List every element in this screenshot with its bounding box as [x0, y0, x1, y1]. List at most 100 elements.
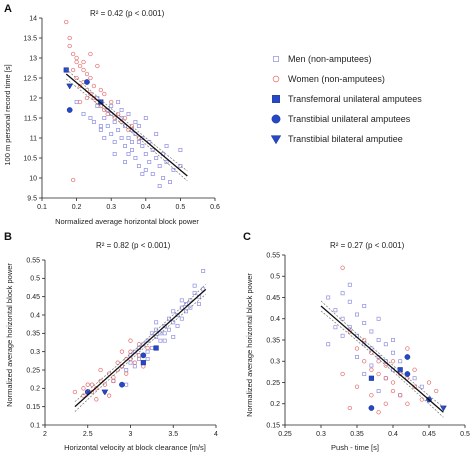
panel-b-point-square-open [154, 335, 159, 339]
panel-a-y-tick-label: 11 [30, 135, 37, 142]
panel-c-point-square-open [376, 389, 381, 393]
panel-b-point-square-open [149, 346, 154, 350]
legend-label: Women (non-amputees) [288, 74, 385, 84]
panel-a-point-square-open [112, 120, 117, 124]
panel-b-point-square-open [171, 335, 176, 339]
panel-b-point-circle-open [111, 375, 116, 380]
panel-a-y-tick-label: 10.5 [23, 155, 37, 162]
panel-c-point-square-open [355, 355, 359, 359]
panel-c-y-tick-label: 0.45 [266, 295, 280, 302]
panel-b-point-square-open [162, 331, 167, 336]
panel-c-point-circle-open [376, 410, 381, 415]
panel-a-point-circle-open [74, 75, 79, 81]
panel-a-point-square-open [161, 176, 166, 180]
panel-c-point-circle-open [383, 401, 388, 406]
panel-b-x-tick-label: 2.5 [83, 431, 93, 438]
panel-a-y-tick-label: 14 [29, 15, 37, 22]
panel-c-point-circle-open [362, 359, 367, 364]
panel-a-plot: 0.1 0.2 0.3 0.4 0.5 0.6 9.5 10 10.5 11 11.5 12 12.5 1… [23, 15, 220, 211]
panel-a-point-square-open [136, 124, 141, 128]
panel-c-point-square-open [398, 359, 403, 364]
panel-b-point-square-open [158, 331, 163, 336]
panel-a-point-square-open [178, 148, 183, 152]
panel-a-point-square-open [123, 144, 127, 148]
panel-b-point-square-open [171, 309, 176, 314]
panel-a-point-square-open [143, 168, 148, 172]
panel-a-ci-upper [65, 68, 188, 172]
panel-b-point-square-filled [153, 345, 159, 351]
panel-a-point-circle-open [109, 99, 114, 105]
panel-c-point-triangle-down-filled [439, 405, 447, 412]
panel-a-point-circle-open [81, 67, 86, 73]
legend-marker-triangle-down-filled [270, 135, 282, 145]
panel-c-ci-upper [320, 300, 444, 408]
panel-b-point-square-open [132, 364, 137, 369]
panel-a-point-square-open [119, 108, 124, 112]
panel-a-point-square-open [126, 136, 131, 140]
panel-a-point-square-open [130, 148, 134, 152]
legend-marker-square-open [273, 56, 279, 62]
panel-a-point-circle-open [74, 59, 79, 65]
panel-b-y-tick-label: 0.55 [26, 257, 40, 264]
panel-c-point-circle-open [390, 380, 396, 385]
panel-a-point-square-open [133, 156, 138, 160]
panel-b-point-square-open [196, 302, 201, 306]
panel-b-y-tick-label: 0.25 [26, 367, 40, 374]
panel-b-point-square-open [175, 313, 180, 317]
panel-c-point-square-open [340, 333, 345, 338]
panel-c-point-square-open [391, 338, 395, 342]
panel-a-fit-line [65, 73, 188, 177]
panel-a-point-square-open [112, 140, 117, 144]
panel-c-point-circle-open [376, 371, 381, 377]
panel-a-y-tick-label: 13.5 [23, 35, 37, 42]
panel-b-point-circle-open [132, 360, 137, 365]
panel-a-point-circle-open [64, 19, 69, 25]
panel-c-point-square-open [376, 316, 381, 321]
panel-a-point-square-open [88, 116, 93, 120]
panel-a-point-square-open [119, 136, 124, 140]
panel-a-point-circle-open [77, 83, 83, 89]
panel-a-point-circle-open [136, 135, 142, 141]
panel-c-point-circle-open [383, 363, 388, 368]
panel-b-point-square-filled [140, 360, 146, 366]
panel-a-y-tick-label: 12.5 [23, 75, 37, 82]
panel-c-point-square-open [326, 295, 331, 300]
panel-b-ci-lower [74, 294, 206, 412]
panel-a-point-circle-open [84, 71, 90, 77]
panel-a-point-circle-open [88, 75, 93, 81]
panel-b-x-tick-label: 3 [129, 431, 133, 438]
panel-c-fit-line [320, 305, 444, 413]
panel-c-point-circle-open [426, 380, 432, 385]
panel-a-point-square-open [102, 136, 107, 140]
panel-c-point-circle-open [340, 371, 345, 377]
panel-a-point-square-open [91, 120, 96, 124]
panel-c-plot: 0.25 0.3 0.35 0.4 0.45 0.5 0.15 0.2 0.25 0.3 0.35 0… [266, 252, 470, 438]
panel-b-point-circle-filled [119, 381, 125, 388]
panel-a-point-circle-open [95, 63, 100, 69]
panel-c-point-square-open [362, 321, 367, 325]
panel-b-point-square-open [145, 357, 150, 361]
panel-c-x-tick-label: 0.25 [278, 431, 292, 438]
panel-c-y-tick-label: 0.2 [270, 401, 280, 408]
panel-c-point-square-open [383, 342, 388, 347]
panel-letter-b: B [4, 231, 12, 243]
panel-a-point-square-open [116, 128, 121, 132]
panel-a-x-tick-label: 0.1 [37, 204, 47, 211]
panel-a: A R² = 0.42 (p < 0.001) 0.1 0.2 0.3 0.4 0.5 0… [3, 3, 220, 226]
panel-a-point-square-open [136, 140, 141, 144]
legend-marker-circle-open [272, 75, 280, 83]
panel-b-point-circle-open [145, 345, 150, 351]
panel-a-x-tick-label: 0.6 [210, 204, 220, 211]
panel-b-point-square-open [192, 291, 197, 295]
panel-c-point-circle-open [369, 393, 374, 398]
panel-b-r2: R² = 0.82 (p < 0.001) [96, 241, 171, 250]
panel-a-point-square-open [126, 112, 131, 116]
panel-a-point-square-open [154, 156, 159, 160]
panel-a-point-square-open [105, 124, 110, 128]
panel-b-point-square-open [184, 309, 189, 314]
panel-a-point-square-open [150, 172, 155, 176]
panel-c-y-tick-label: 0.4 [270, 316, 280, 323]
panel-c-point-circle-filled [404, 354, 411, 360]
panel-a-point-circle-open [77, 63, 83, 69]
panel-c-point-circle-filled [404, 371, 411, 377]
